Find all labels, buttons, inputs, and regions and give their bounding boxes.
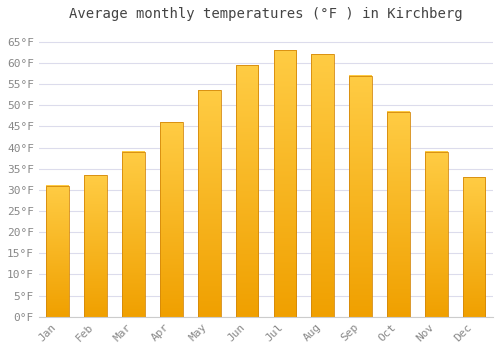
Title: Average monthly temperatures (°F ) in Kirchberg: Average monthly temperatures (°F ) in Ki… <box>69 7 462 21</box>
Bar <box>387 112 410 317</box>
Bar <box>84 175 107 317</box>
Bar <box>349 76 372 317</box>
Bar <box>312 55 334 317</box>
Bar <box>122 152 145 317</box>
Bar <box>463 177 485 317</box>
Bar <box>425 152 448 317</box>
Bar <box>236 65 258 317</box>
Bar <box>160 122 182 317</box>
Bar <box>198 90 220 317</box>
Bar <box>46 186 69 317</box>
Bar <box>274 50 296 317</box>
